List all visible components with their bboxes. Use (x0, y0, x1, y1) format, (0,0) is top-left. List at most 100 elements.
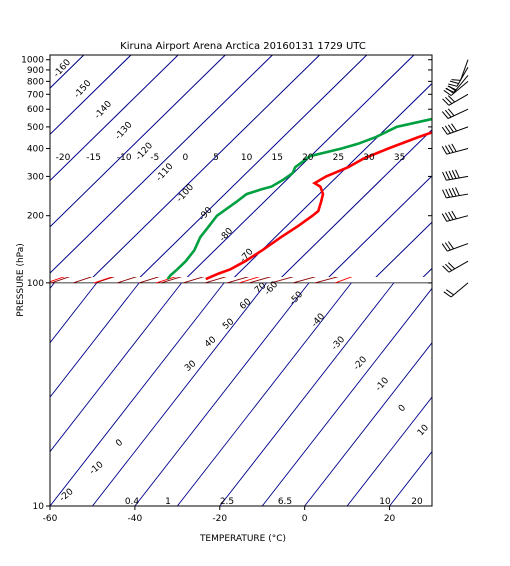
upper-isotherm-label: -80 (218, 226, 235, 244)
inner-temperature-label: 5 (213, 153, 219, 163)
adiabat-label: 0 (114, 438, 125, 450)
wind-barb-flag (449, 80, 459, 84)
mixing-ratio-label: 6.5 (278, 497, 292, 507)
wind-barb-staff (446, 148, 469, 155)
wind-barb-flag (448, 144, 454, 153)
wind-barb-staff (446, 175, 469, 181)
inner-temperature-label: 10 (241, 153, 253, 163)
upper-isotherm-label: -130 (113, 120, 134, 142)
wind-barb-flag (444, 145, 451, 154)
wind-barb-flag (444, 212, 451, 221)
wind-barb-flag (451, 123, 458, 132)
wind-barb-flag (451, 79, 461, 81)
wind-barb-staff (456, 67, 469, 87)
wind-barb-flag (445, 96, 453, 104)
x-axis-label: TEMPERATURE (°C) (199, 534, 286, 544)
upper-isotherm (328, 175, 432, 277)
isotherm-line (50, 282, 140, 398)
wind-barb-flag (447, 241, 454, 250)
inner-temperature-label: 30 (363, 153, 375, 163)
upper-isotherm-label: -100 (175, 182, 196, 204)
upper-isotherm (464, 55, 510, 283)
mixing-ratio-label: 2.5 (220, 497, 234, 507)
wind-barb-flag (445, 171, 451, 180)
x-tick-label: -60 (43, 514, 58, 524)
sounding-profiles (166, 117, 432, 281)
wind-barb-staff (446, 193, 469, 199)
wind-barb-flag (448, 211, 454, 220)
adiabat-label: -10 (88, 460, 106, 477)
x-tick-label: -40 (128, 514, 143, 524)
y-tick-label: 500 (27, 123, 44, 133)
dry-adiabat (29, 55, 510, 283)
axes: -60 -40 -20 0 201010020030040050060070080090… (21, 56, 432, 524)
wind-barb-flag (441, 243, 448, 252)
moist-adiabat (50, 277, 66, 283)
wind-barb-flag (448, 85, 457, 92)
wind-barb-flag (447, 108, 455, 117)
upper-isotherm (50, 55, 132, 136)
isotherm-line (261, 287, 432, 506)
wind-barb-flag (441, 146, 448, 155)
dry-adiabat (160, 277, 182, 284)
isotherm-line (346, 396, 432, 506)
adiabat-label: 30 (183, 359, 198, 374)
wind-barb-staff (447, 243, 469, 252)
upper-isotherm (50, 55, 273, 274)
wind-barb-flag (447, 124, 454, 133)
mixing-ratio-line (426, 55, 510, 149)
isotherm-label: -40 (310, 312, 327, 330)
y-tick-label: 100 (27, 279, 44, 289)
inner-temperature-label: -15 (86, 153, 101, 163)
isotherm-label: 0 (397, 403, 408, 414)
x-tick-label: -20 (212, 514, 227, 524)
wind-barb-flag (441, 126, 448, 135)
y-tick-label: 10 (33, 502, 45, 512)
wind-barb-flag (455, 169, 460, 179)
inner-temperature-label: -5 (150, 153, 159, 163)
x-tick-label: 0 (302, 514, 308, 524)
dry-adiabat (292, 277, 317, 284)
isotherm-line (134, 282, 310, 506)
lower-diagram-grid (29, 55, 510, 506)
x-tick-label: 20 (384, 514, 396, 524)
wind-barb-flag (448, 188, 454, 197)
wind-barb-flag (448, 170, 454, 180)
wind-barb-flag (445, 188, 451, 198)
wind-barb-flag (444, 109, 452, 118)
moist-adiabat (238, 277, 260, 284)
y-tick-label: 900 (27, 66, 44, 76)
isotherm-line (474, 283, 510, 506)
wind-barb-staff (450, 80, 469, 96)
isotherm-label: -50 (288, 290, 305, 308)
wind-barb-flag (451, 187, 457, 197)
wind-barbs (441, 59, 469, 298)
wind-barb-staff (447, 108, 469, 119)
inner-temperature-label: 35 (394, 153, 405, 163)
upper-isotherm-label: -70 (238, 247, 255, 265)
y-tick-label: 300 (27, 172, 44, 182)
isotherm-line (389, 450, 432, 506)
isotherm-line (304, 342, 432, 506)
temperature-profile (205, 130, 432, 281)
upper-isotherm (50, 55, 85, 89)
chart-title: Kiruna Airport Arena Arctica 20160131 17… (120, 41, 366, 52)
inner-temperature-label: -20 (56, 153, 71, 163)
wind-barb-flag (447, 262, 456, 270)
isotherm-label: 10 (416, 423, 431, 438)
isotherm-line (431, 505, 432, 506)
wind-barb-flag (443, 291, 452, 298)
wind-barb-flag (442, 98, 450, 106)
wind-barb-staff (448, 93, 469, 106)
y-tick-label: 1000 (21, 56, 44, 66)
isotherm-line (50, 282, 55, 290)
wind-barb-flag (443, 89, 452, 96)
wind-barb-flag (451, 210, 457, 220)
y-tick-label: 200 (27, 212, 44, 222)
mixing-ratio-label: 1 (165, 497, 171, 507)
dry-adiabat (270, 277, 294, 284)
mixing-ratio-line (467, 55, 510, 149)
isotherm-label: -10 (374, 376, 391, 394)
wind-barb-staff (450, 282, 469, 298)
